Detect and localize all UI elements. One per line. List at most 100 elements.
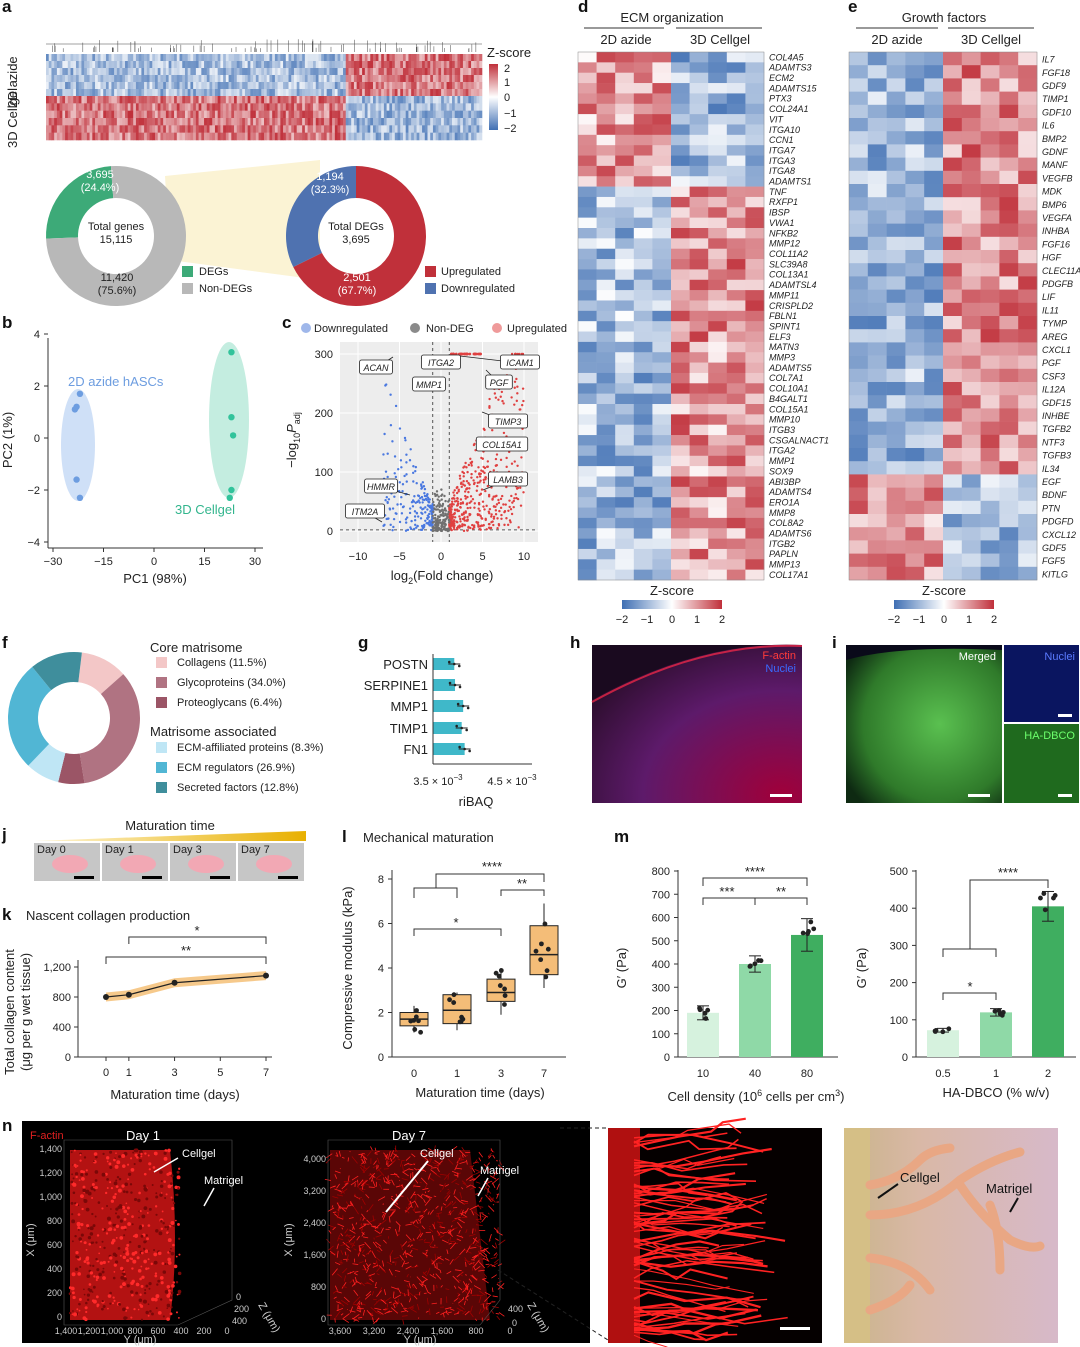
heatmap-cell — [225, 68, 229, 76]
heatmap-cell — [351, 61, 355, 69]
speckle — [127, 1172, 132, 1176]
heatmap-cell — [652, 52, 672, 63]
heatmap-cell — [708, 165, 728, 177]
speckle — [119, 1285, 123, 1289]
volcano-point — [438, 505, 441, 509]
heatmap-cell — [179, 125, 183, 133]
heatmap-cell — [596, 134, 616, 146]
heatmap-cell — [323, 103, 327, 111]
heatmap-cell — [56, 103, 60, 111]
heatmap-cell — [228, 82, 232, 90]
heatmap-cell — [424, 54, 428, 62]
heatmap-cell — [217, 89, 221, 97]
box-point — [457, 1019, 463, 1025]
heatmap-cell — [924, 223, 944, 238]
heatmap-cell — [46, 118, 50, 126]
heatmap-cell — [449, 96, 453, 104]
heatmap-cell — [201, 125, 205, 133]
heatmap-cell — [356, 118, 360, 126]
heatmap-cell — [348, 68, 352, 76]
vessel — [475, 1170, 482, 1175]
heatmap-cell — [578, 207, 597, 218]
bar-point — [940, 1029, 946, 1035]
heatmap-cell — [943, 500, 963, 515]
heatmap-cell — [596, 383, 616, 394]
heatmap-cell — [596, 165, 616, 177]
bar-point — [752, 961, 758, 967]
volcano-point — [394, 512, 397, 515]
heatmap-cell — [980, 566, 1000, 581]
panel-i: Merged Nuclei HA-DBCO — [846, 645, 1079, 803]
heatmap-cell — [228, 132, 232, 141]
heatmap-cell — [615, 259, 635, 270]
volcano-point — [442, 518, 445, 522]
speckle — [147, 1303, 150, 1305]
heatmap-cell — [438, 125, 442, 133]
speckle — [113, 1228, 117, 1231]
heatmap-cell — [389, 61, 393, 69]
heatmap-cell — [255, 125, 259, 133]
vessel — [481, 1216, 487, 1223]
heatmap-cell — [283, 96, 287, 104]
heatmap-cell — [392, 54, 396, 62]
heatmap-cell — [726, 196, 746, 208]
heatmap-cell — [411, 110, 415, 119]
heatmap-cell — [435, 110, 439, 119]
heatmap-cell — [274, 118, 278, 126]
speckle — [146, 1237, 149, 1241]
heatmap-cell — [708, 548, 728, 560]
gene-label: GDF9 — [1042, 81, 1066, 91]
heatmap-cell — [214, 89, 218, 97]
heatmap-cell — [351, 89, 355, 97]
heatmap-cell — [726, 145, 746, 156]
heatmap-cell — [225, 89, 229, 97]
heatmap-cell — [307, 75, 311, 83]
heatmap-cell — [367, 132, 371, 141]
volcano-point — [430, 512, 434, 515]
heatmap-cell — [1018, 197, 1038, 211]
heatmap-cell — [633, 165, 653, 177]
heatmap-cell — [209, 54, 213, 62]
heatmap-cell — [220, 75, 224, 83]
heatmap-cell — [125, 89, 129, 97]
heatmap-cell — [133, 54, 137, 62]
heatmap-cell — [471, 110, 475, 119]
speckle — [119, 1236, 124, 1240]
heatmap-cell — [138, 89, 142, 97]
heatmap-cell — [223, 118, 227, 126]
bar-point — [452, 662, 456, 666]
heatmap-cell — [217, 110, 221, 119]
heatmap-cell — [119, 132, 123, 141]
heatmap-cell — [56, 132, 60, 141]
heatmap-cell — [176, 75, 180, 83]
heatmap-cell — [708, 538, 728, 550]
heatmap-cell — [258, 118, 262, 126]
heatmap-cell — [176, 61, 180, 69]
heatmap-cell — [424, 132, 428, 141]
heatmap-cell — [671, 352, 690, 363]
volcano-point — [435, 490, 439, 493]
speckle — [86, 1274, 91, 1278]
heatmap-cell — [242, 82, 246, 90]
heatmap-cell — [849, 52, 869, 66]
heatmap-cell — [465, 118, 469, 126]
heatmap-cell — [108, 125, 112, 133]
speckle — [118, 1177, 122, 1181]
heatmap-cell — [849, 355, 869, 370]
heatmap-cell — [337, 82, 341, 90]
y-tick: −2 — [27, 485, 40, 497]
heatmap-cell — [867, 131, 887, 145]
heatmap-cell — [97, 61, 101, 69]
heatmap-cell — [476, 132, 480, 141]
heatmap-cell — [370, 132, 374, 141]
bar — [927, 1030, 959, 1057]
heatmap-cell — [239, 89, 243, 97]
heatmap-cell — [70, 89, 74, 97]
cellgel-day1 — [70, 1150, 175, 1320]
speckle — [92, 1224, 96, 1228]
heatmap-cell — [473, 125, 477, 133]
speckle — [153, 1260, 158, 1265]
heatmap-cell — [422, 103, 426, 111]
speckle — [167, 1148, 171, 1153]
